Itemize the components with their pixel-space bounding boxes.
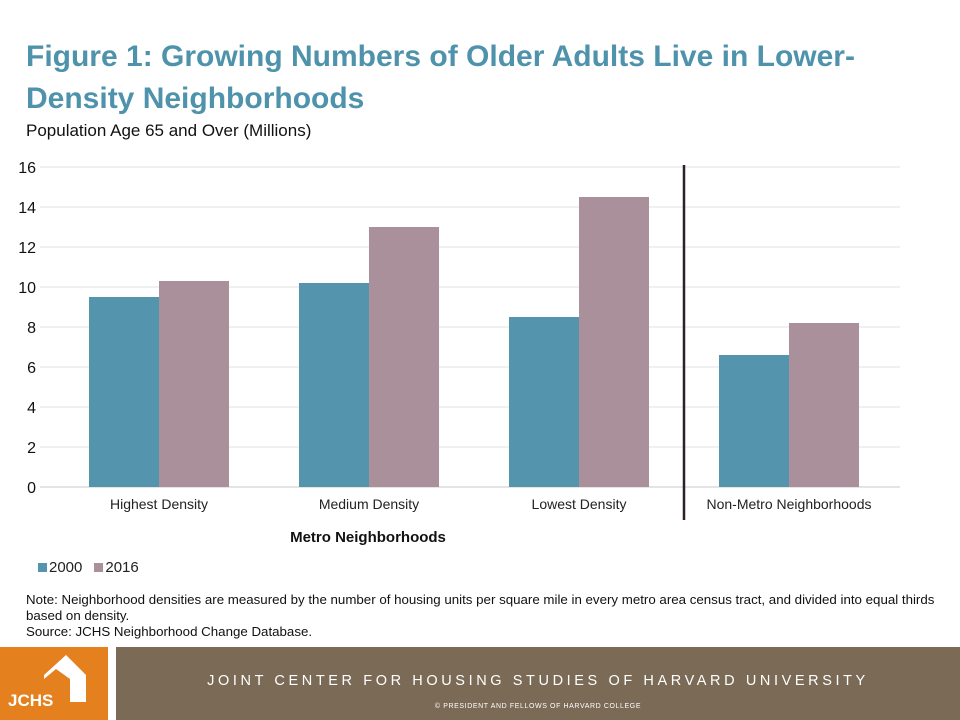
footer-org-name: JOINT CENTER FOR HOUSING STUDIES OF HARV… xyxy=(207,673,869,689)
x-axis-group-label: Metro Neighborhoods xyxy=(290,529,446,546)
bar-2000-1 xyxy=(299,283,369,487)
legend-swatch-2000 xyxy=(38,563,47,572)
notes: Note: Neighborhood densities are measure… xyxy=(26,592,946,640)
bar-2016-3 xyxy=(789,323,859,487)
legend: 2000 2016 xyxy=(38,559,139,576)
jchs-logo: JCHS xyxy=(0,647,108,720)
house-icon xyxy=(44,655,86,702)
y-tick-label: 4 xyxy=(27,400,36,417)
footer-bar: JOINT CENTER FOR HOUSING STUDIES OF HARV… xyxy=(116,647,960,720)
bar-2000-0 xyxy=(89,297,159,487)
x-tick-label: Lowest Density xyxy=(532,496,627,512)
logo-text: JCHS xyxy=(8,691,54,710)
chart-title: Figure 1: Growing Numbers of Older Adult… xyxy=(26,40,855,115)
legend-label-2016: 2016 xyxy=(105,559,139,576)
bar-2016-2 xyxy=(579,197,649,487)
source-text: Source: JCHS Neighborhood Change Databas… xyxy=(26,624,313,639)
y-tick-label: 6 xyxy=(27,360,36,377)
legend-item-2016: 2016 xyxy=(94,559,139,576)
bar-2000-2 xyxy=(509,317,579,487)
bar-2016-1 xyxy=(369,227,439,487)
y-tick-label: 14 xyxy=(18,200,36,217)
x-tick-label: Non-Metro Neighborhoods xyxy=(707,496,872,512)
bar-2000-3 xyxy=(719,355,789,487)
y-tick-label: 10 xyxy=(18,280,36,297)
y-tick-label: 12 xyxy=(18,240,36,257)
bar-chart: 0 2 4 6 8 10 12 14 16 Highest Density Medium Densi… xyxy=(18,160,900,546)
y-tick-label: 0 xyxy=(27,480,36,497)
legend-label-2000: 2000 xyxy=(49,559,83,576)
footer-copyright: © PRESIDENT AND FELLOWS OF HARVARD COLLE… xyxy=(434,703,642,710)
x-tick-label: Medium Density xyxy=(319,496,419,512)
bar-2016-0 xyxy=(159,281,229,487)
note-text: Note: Neighborhood densities are measure… xyxy=(26,592,935,623)
chart-subtitle: Population Age 65 and Over (Millions) xyxy=(26,121,312,140)
x-tick-label: Highest Density xyxy=(110,496,208,512)
y-tick-label: 8 xyxy=(27,320,36,337)
legend-swatch-2016 xyxy=(94,563,104,572)
legend-item-2000: 2000 xyxy=(38,559,82,576)
y-tick-label: 16 xyxy=(18,160,36,177)
y-tick-label: 2 xyxy=(27,440,36,457)
